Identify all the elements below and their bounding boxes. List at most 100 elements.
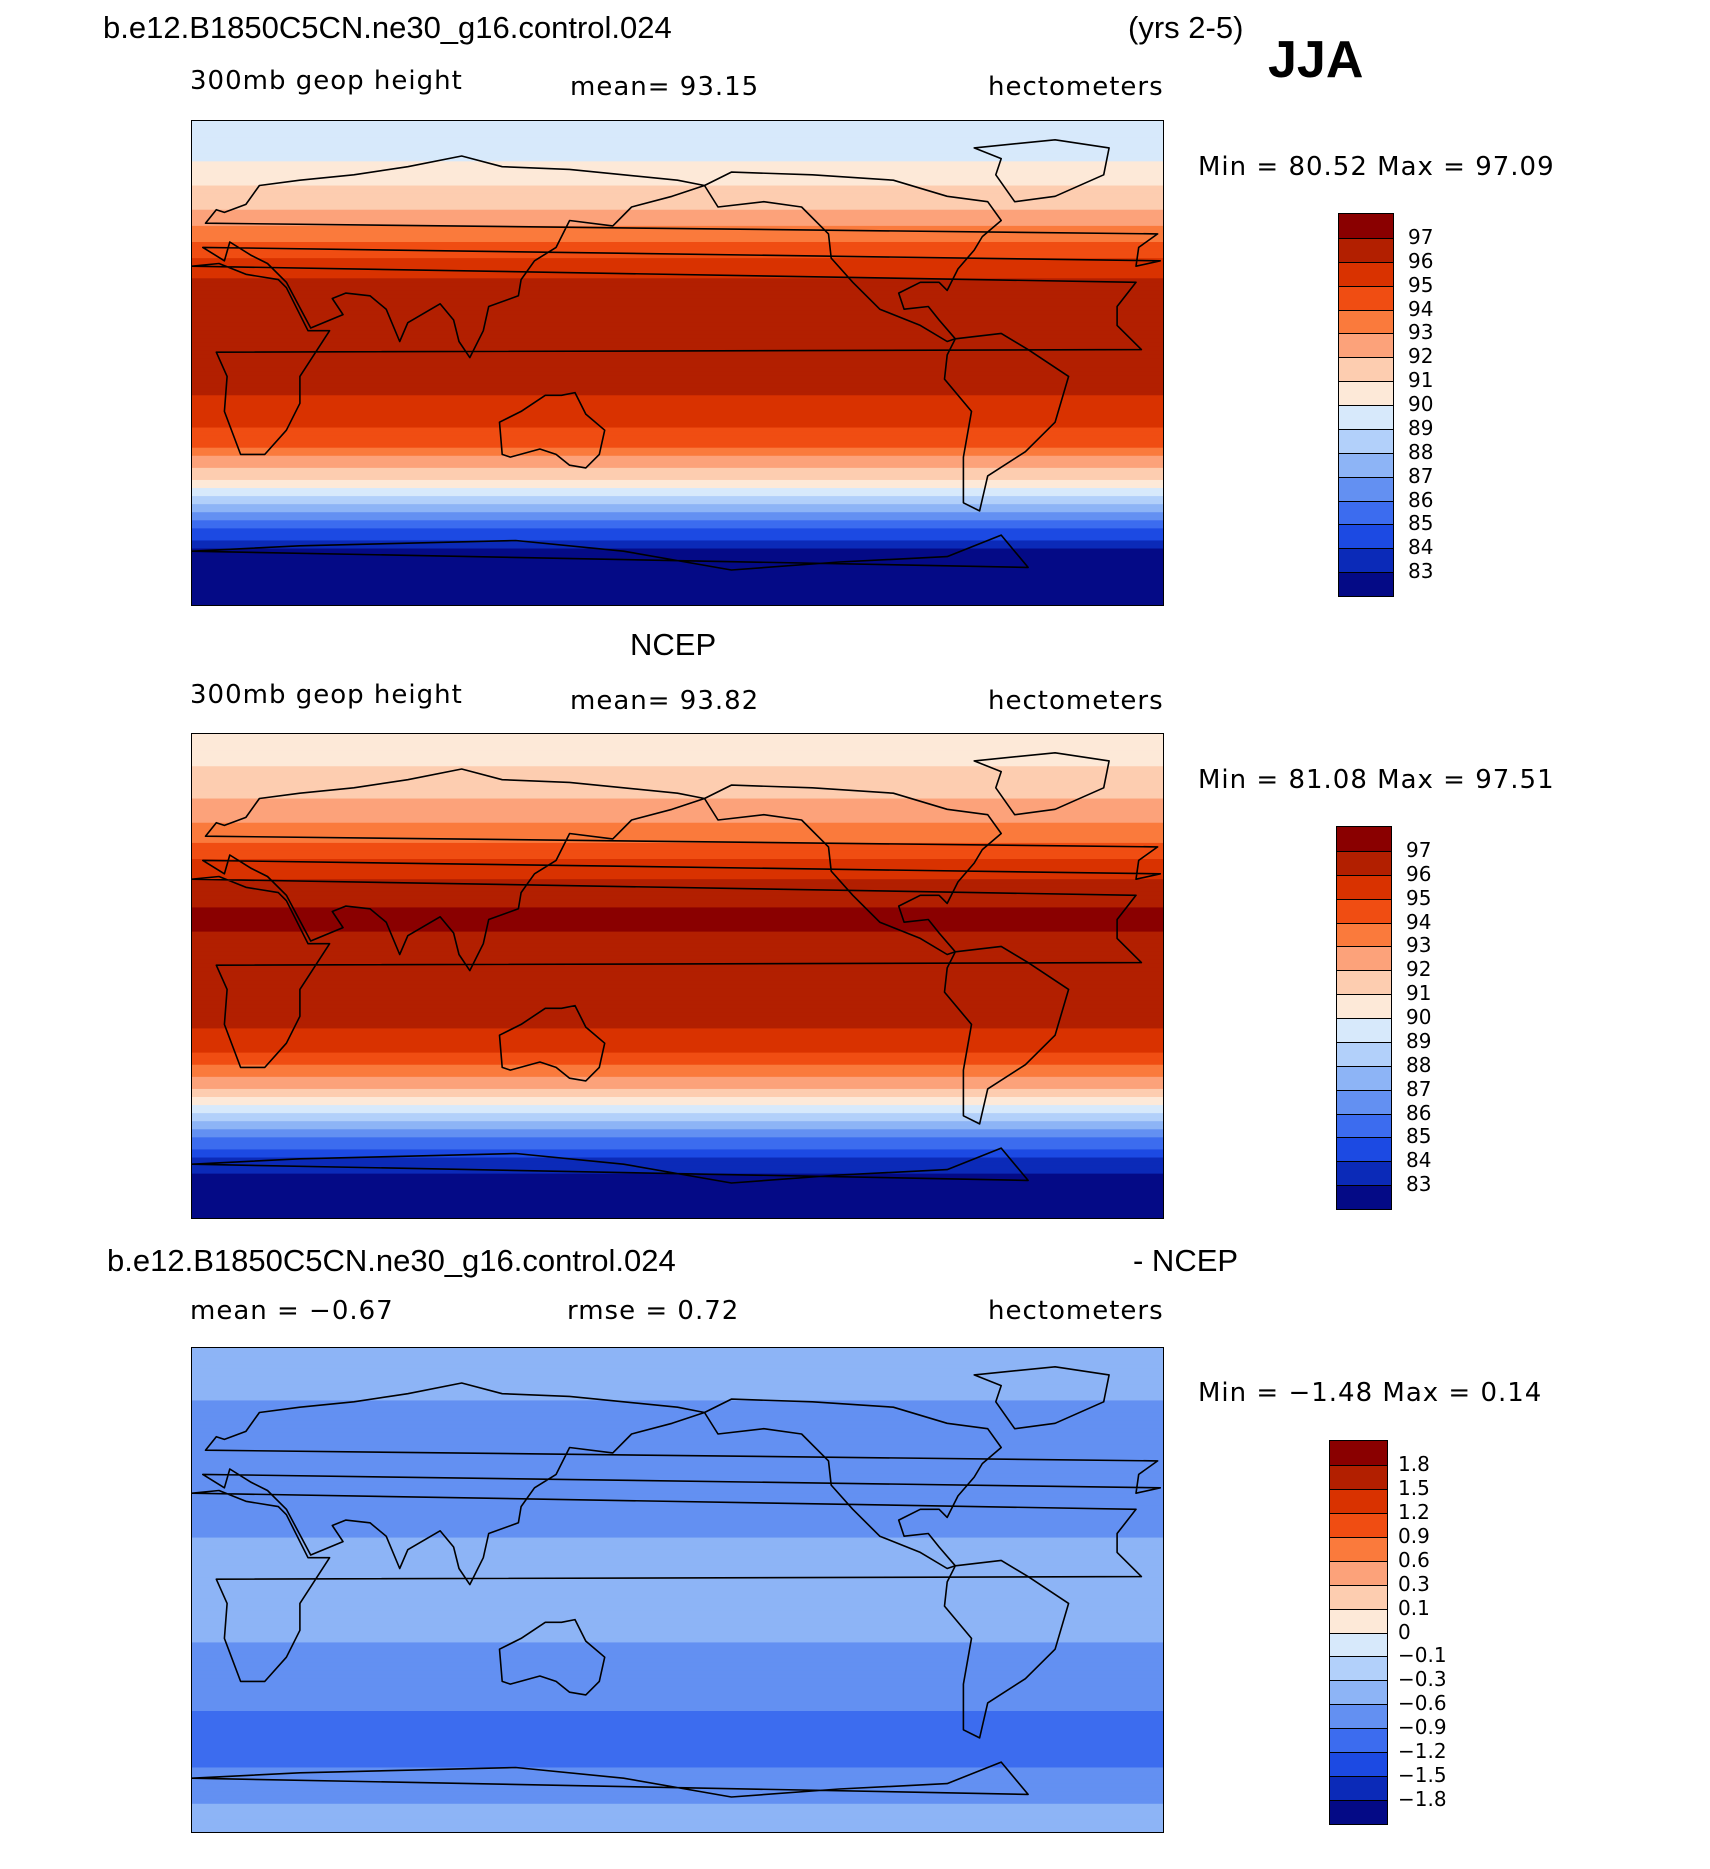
contour-band (192, 1779, 1163, 1785)
contour-band (192, 423, 1163, 429)
coastline (943, 945, 1070, 1125)
colorbar-tick-label: 95 (1406, 885, 1432, 910)
contour-band (192, 1626, 1163, 1631)
colorbar-tick-label: 83 (1408, 559, 1434, 584)
colorbar-cell (1337, 994, 1391, 1018)
contour-band (192, 1477, 1163, 1482)
contour-band (192, 770, 1163, 775)
contour-band (192, 524, 1163, 529)
colorbar-cell (1339, 405, 1393, 429)
contour-band (192, 935, 1163, 941)
contour-band (192, 1819, 1163, 1825)
panel1-colorbar (1338, 213, 1394, 597)
contour-band (192, 274, 1163, 279)
contour-band (192, 584, 1163, 590)
contour-band (192, 181, 1163, 187)
contour-band (192, 290, 1163, 296)
colorbar-cell (1330, 1704, 1387, 1729)
colorbar-tick-label: 93 (1408, 320, 1434, 345)
colorbar-cell (1330, 1584, 1387, 1609)
contour-band (192, 451, 1163, 457)
contour-band (192, 479, 1163, 485)
colorbar-tick-label: 0.9 (1398, 1523, 1430, 1548)
colorbar-cell (1339, 381, 1393, 405)
contour-band (192, 532, 1163, 538)
contour-band (192, 564, 1163, 570)
panel1-variable: 300mb geop height (190, 66, 463, 96)
contour-band (192, 1173, 1163, 1179)
colorbar-cell (1339, 524, 1393, 549)
contour-band (192, 976, 1163, 981)
contour-band (192, 1380, 1163, 1385)
contour-band (192, 1460, 1163, 1466)
panel2-variable: 300mb geop height (190, 680, 463, 710)
contour-band (192, 1137, 1163, 1142)
contour-band (192, 1181, 1163, 1187)
contour-band (192, 1686, 1163, 1692)
contour-band (192, 903, 1163, 909)
coastline (973, 138, 1110, 203)
contour-band (192, 1161, 1163, 1167)
contour-band (192, 1420, 1163, 1426)
colorbar-tick-label: −1.2 (1398, 1739, 1447, 1764)
colorbar-tick-label: −0.3 (1398, 1667, 1447, 1692)
panel3-units: hectometers (988, 1296, 1164, 1326)
contour-band (192, 431, 1163, 437)
contour-band (192, 447, 1163, 453)
panel2-colorbar (1336, 826, 1392, 1210)
contour-band (192, 1553, 1163, 1559)
contour-band (192, 1121, 1163, 1126)
colorbar-tick-label: 0.1 (1398, 1595, 1430, 1620)
contour-band (192, 1642, 1163, 1648)
colorbar-cell (1339, 261, 1393, 286)
panel1-units: hectometers (988, 72, 1164, 102)
contour-band (192, 1109, 1163, 1114)
contour-band (192, 185, 1163, 191)
contour-band (192, 270, 1163, 275)
contour-band (192, 403, 1163, 408)
contour-band (192, 1424, 1163, 1430)
contour-band (192, 947, 1163, 953)
contour-band (192, 1084, 1163, 1090)
contour-band (192, 1368, 1163, 1373)
contour-band (192, 1145, 1163, 1151)
colorbar-tick-label: 87 (1406, 1076, 1432, 1101)
colorbar-cell (1339, 548, 1393, 573)
colorbar-tick-label: 84 (1406, 1148, 1432, 1173)
colorbar-tick-label: 88 (1406, 1052, 1432, 1077)
contour-band (192, 971, 1163, 977)
panel3-map (191, 1347, 1164, 1833)
contour-band (192, 931, 1163, 937)
contour-band (192, 794, 1163, 800)
contour-band (192, 1517, 1163, 1523)
contour-band (192, 1072, 1163, 1078)
colorbar-cell (1339, 500, 1393, 525)
contour-band (192, 439, 1163, 445)
contour-band (192, 1209, 1163, 1215)
colorbar-cell (1330, 1488, 1387, 1513)
contour-band (192, 1117, 1163, 1122)
panel1-map (191, 120, 1164, 606)
contour-band (192, 419, 1163, 425)
colorbar-tick-label: 86 (1408, 487, 1434, 512)
contour-band (192, 246, 1163, 251)
contour-band (192, 552, 1163, 558)
contour-band (192, 363, 1163, 368)
contour-band (192, 1799, 1163, 1805)
coastline (703, 1398, 1003, 1570)
contour-band (192, 358, 1163, 364)
contour-band (192, 863, 1163, 868)
contour-band (192, 806, 1163, 812)
contour-band (192, 1618, 1163, 1623)
colorbar-tick-label: 85 (1406, 1124, 1432, 1149)
contour-band (192, 734, 1163, 739)
contour-band (192, 1815, 1163, 1821)
years-label: (yrs 2-5) (1128, 10, 1244, 45)
contour-band (192, 165, 1163, 170)
contour-band (192, 1557, 1163, 1563)
contour-band (192, 1448, 1163, 1454)
colorbar-cell (1330, 1680, 1387, 1705)
colorbar-cell (1339, 476, 1393, 501)
contour-band (192, 1739, 1163, 1744)
contour-band (192, 1763, 1163, 1769)
